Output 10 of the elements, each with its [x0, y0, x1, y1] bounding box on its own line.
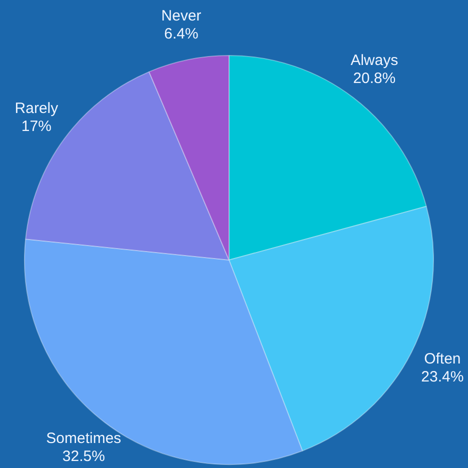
data-label: 20.8%: [353, 70, 396, 88]
data-label: 6.4%: [164, 26, 198, 43]
data-label: 32.5%: [62, 448, 105, 466]
slice-label: Often: [424, 350, 461, 368]
slice-label: Never: [161, 8, 202, 25]
slice-label: Sometimes: [46, 430, 122, 448]
slice-label: Rarely: [14, 100, 59, 118]
data-label: 17%: [21, 118, 52, 136]
data-label: 23.4%: [421, 368, 464, 386]
slice-label: Always: [350, 52, 398, 70]
